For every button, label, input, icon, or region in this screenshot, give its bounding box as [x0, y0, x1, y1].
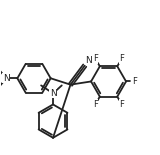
- Text: N: N: [85, 56, 92, 65]
- Text: F: F: [119, 100, 124, 109]
- Text: F: F: [93, 54, 98, 63]
- Text: F: F: [119, 54, 124, 63]
- Text: N: N: [3, 74, 10, 83]
- Text: N: N: [50, 89, 56, 98]
- Text: F: F: [93, 100, 98, 109]
- Text: F: F: [132, 77, 137, 86]
